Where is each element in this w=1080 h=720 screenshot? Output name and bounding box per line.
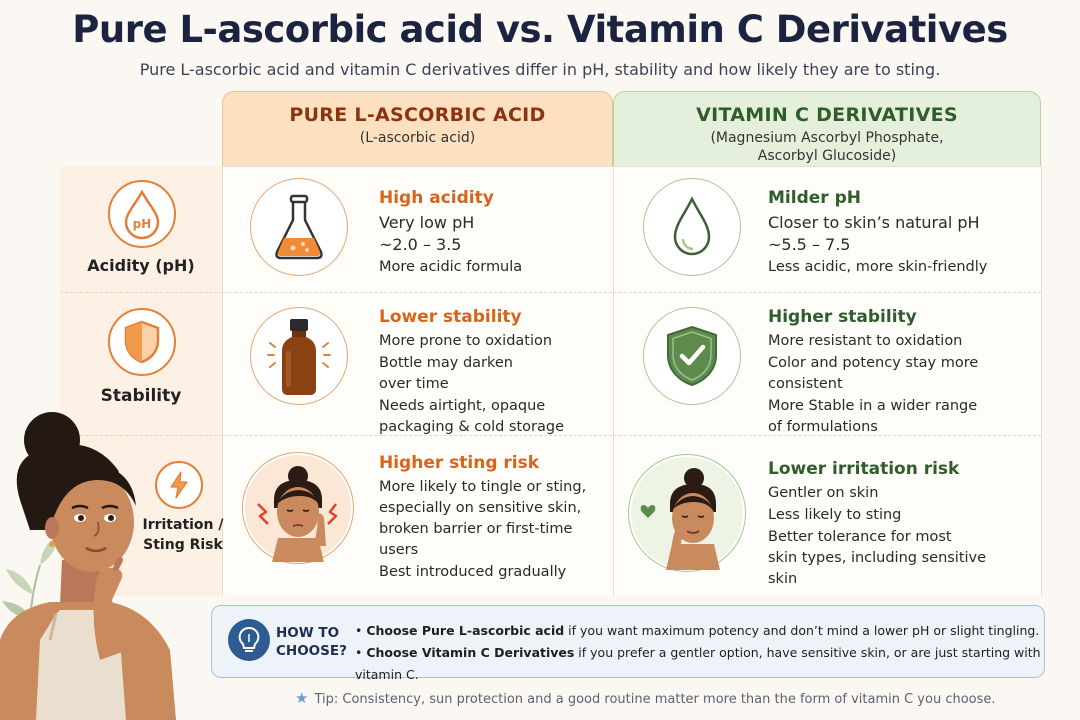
cell-text: packaging & cold storage [379,419,565,435]
cell-text: Needs airtight, opaque [379,398,546,414]
row-divider [60,435,1041,436]
woman-illustration [0,412,176,720]
column-header-pure: PURE L-ASCORBIC ACID (L-ascorbic acid) [222,91,613,166]
drop-icon [643,178,741,276]
column-header-derivatives: VITAMIN C DERIVATIVES (Magnesium Ascorby… [613,91,1041,166]
cell-text: More Stable in a wider range [768,398,978,414]
cell-text: Very low pH [379,213,475,232]
svg-text:pH: pH [133,217,152,231]
check-shield-icon [643,307,741,405]
shield-icon [108,308,176,376]
tip-line: ★ Tip: Consistency, sun protection and a … [295,689,996,707]
cell-text: Gentler on skin [768,485,879,501]
calm-face-icon [628,454,746,572]
lightning-icon [155,461,203,509]
row-label-acidity: Acidity (pH) [87,256,195,275]
column-divider [222,166,223,596]
cell-text: of formulations [768,419,878,435]
row-label-line: Irritation / [142,517,224,533]
cell-text: Less acidic, more skin-friendly [768,259,988,275]
cell-text: More acidic formula [379,259,523,275]
cell-title: Milder pH [768,188,861,208]
cell-text: users [379,542,419,558]
cell-title: Higher stability [768,307,917,327]
how-to-choose-title: HOW TO CHOOSE? [276,624,347,660]
cell-text: More resistant to oxidation [768,333,963,349]
star-icon: ★ [295,689,309,707]
row-label-line: Sting Risk [143,537,223,553]
comparison-table [60,166,1041,596]
column-sub-derivatives-2: Ascorbyl Glucoside) [757,148,897,164]
ph-drop-icon: pH [108,180,176,248]
cell-text: More prone to oxidation [379,333,553,349]
tip-text: Tip: Consistency, sun protection and a g… [314,692,996,707]
choose-bullet: • Choose Pure L-ascorbic acid if you wan… [355,623,1040,638]
cell-derivatives-acidity: Milder pH Closer to skin’s natural pH ~5… [768,189,987,279]
page-subtitle: Pure L-ascorbic acid and vitamin C deriv… [139,60,941,79]
choose-bullet-bold: Choose Pure L-ascorbic acid [366,623,565,638]
cell-pure-stability: Lower stability More prone to oxidation … [379,308,564,439]
column-heading-pure: PURE L-ASCORBIC ACID [289,104,546,126]
cell-title: Higher sting risk [379,453,540,473]
choose-list: • Choose Pure L-ascorbic acid if you wan… [355,620,1044,686]
cell-text: Closer to skin’s natural pH [768,213,980,232]
cell-derivatives-irritation: Lower irritation risk Gentler on skin Le… [768,460,986,591]
column-heading-derivatives: VITAMIN C DERIVATIVES [696,104,958,126]
cell-text: broken barrier or first-time [379,521,573,537]
lightbulb-icon [228,619,270,661]
row-label-stability: Stability [100,386,182,406]
row-label-irritation: Irritation / Sting Risk [140,515,226,555]
cell-text: skin [768,571,798,587]
cell-text: over time [379,376,449,392]
cell-text: Better tolerance for most [768,529,952,545]
column-sub-derivatives-1: (Magnesium Ascorbyl Phosphate, [710,130,944,146]
stinging-face-icon [242,452,354,564]
cell-derivatives-stability: Higher stability More resistant to oxida… [768,308,978,439]
cell-text: Bottle may darken [379,355,513,371]
how-to-choose-title-line: CHOOSE? [276,643,347,659]
page-title: Pure L-ascorbic acid vs. Vitamin C Deriv… [72,8,1008,51]
cell-title: High acidity [379,188,494,208]
choose-bullet-text: if you prefer a gentler option, have sen… [355,645,1041,682]
cell-text: especially on sensitive skin, [379,500,582,516]
cell-title: Lower irritation risk [768,459,960,479]
column-divider [1041,166,1042,596]
cell-pure-irritation: Higher sting risk More likely to tingle … [379,454,586,584]
how-to-choose-title-line: HOW TO [276,625,340,641]
cell-text: ~5.5 – 7.5 [768,235,851,254]
cell-text: Less likely to sting [768,507,902,523]
cell-text: Best introduced gradually [379,564,567,580]
cell-text: skin types, including sensitive [768,550,987,566]
column-sub-pure: (L-ascorbic acid) [359,130,476,146]
cell-text: More likely to tingle or sting, [379,479,587,495]
bottle-icon [250,307,348,405]
flask-icon [250,178,348,276]
how-to-choose-box: HOW TO CHOOSE? • Choose Pure L-ascorbic … [211,605,1045,682]
choose-bullet-text: if you want maximum potency and don’t mi… [564,623,1040,638]
cell-text: Color and potency stay more [768,355,979,371]
choose-bullet-bold: Choose Vitamin C Derivatives [366,645,575,660]
choose-bullet: • Choose Vitamin C Derivatives if you pr… [355,645,1041,682]
row-divider [60,292,1041,293]
cell-title: Lower stability [379,307,522,327]
cell-text: ~2.0 – 3.5 [379,235,462,254]
cell-text: consistent [768,376,843,392]
cell-pure-acidity: High acidity Very low pH ~2.0 – 3.5 More… [379,189,522,279]
column-divider [613,166,614,596]
